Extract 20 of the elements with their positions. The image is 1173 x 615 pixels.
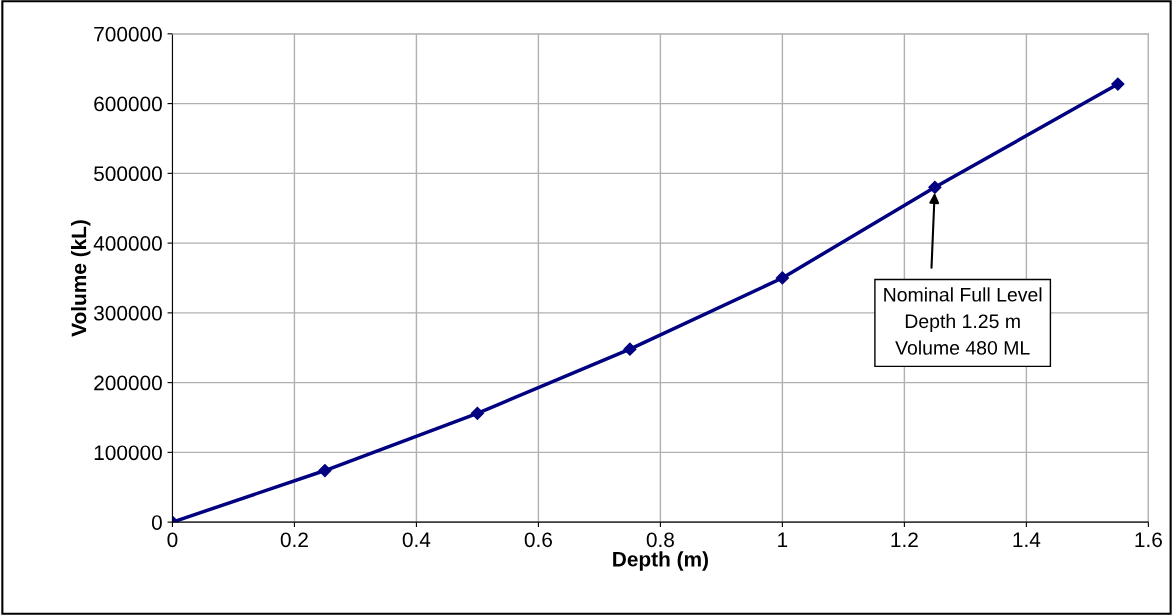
x-tick-label: 1.2 (891, 532, 918, 547)
y-tick-label: 600000 (94, 96, 162, 112)
y-tick-label: 500000 (94, 166, 162, 182)
y-tick-label: 0 (151, 515, 162, 530)
x-tick-label: 1.6 (1135, 532, 1162, 548)
x-tick-label: 0.4 (402, 532, 431, 548)
x-tick-label: 0.6 (524, 532, 552, 548)
y-tick-label: 300000 (93, 305, 162, 321)
y-tick-label: 400000 (93, 236, 162, 251)
x-tick-label: 1 (778, 532, 788, 547)
x-tick-label: 1.4 (1013, 532, 1041, 547)
x-tick-label: 0 (167, 532, 178, 548)
x-axis-title: Depth (m) (613, 551, 708, 571)
annotation: Nominal Full Level Depth 1.25 m Volume 480 ML (884, 287, 1042, 355)
y-axis-title: Volume (kL) (71, 220, 91, 337)
y-tick-label: 200000 (94, 375, 162, 391)
x-tick-label: 0.2 (280, 532, 308, 548)
y-tick-label: 100000 (94, 445, 162, 461)
x-tick-label: 0.8 (646, 532, 674, 548)
y-tick-label: 700000 (94, 26, 162, 42)
